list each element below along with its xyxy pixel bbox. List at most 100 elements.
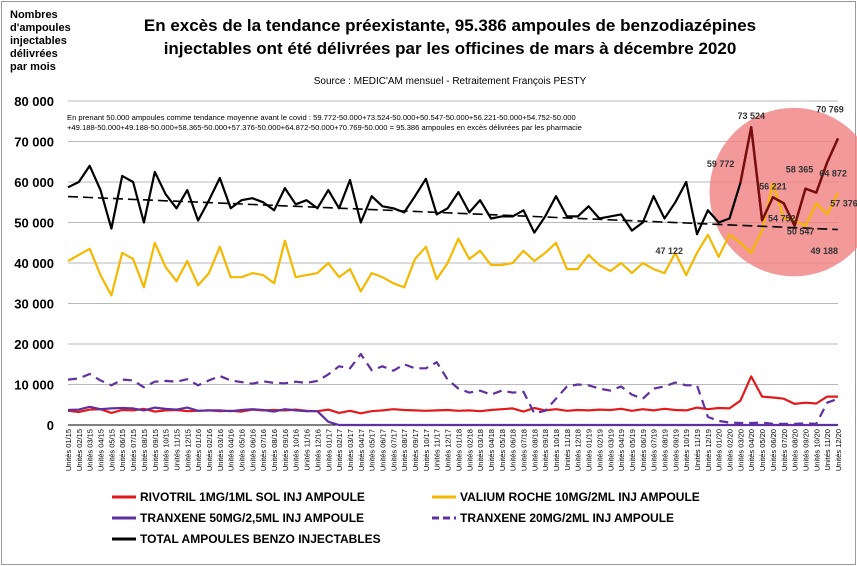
data-labels: 47 122 59 772 73 524 56 221 58 365 54 752 70 7… (655, 104, 857, 256)
data-label: 50 547 (787, 226, 815, 236)
x-tick-label: Unités 09/15 (151, 429, 160, 471)
x-tick-label: Unités 03/20 (736, 429, 745, 471)
x-tick-label: Unités 10/19 (682, 429, 691, 471)
legend-label: TRANXENE 20MG/2ML INJ AMPOULE (460, 511, 674, 525)
x-tick-label: Unités 11/17 (433, 429, 442, 471)
chart-title-line-0: En excès de la tendance préexistante, 95… (144, 16, 756, 35)
x-tick-label: Unités 07/15 (129, 429, 138, 471)
y-tick-label: 0 (47, 418, 54, 433)
y-tick-labels: 0 10 000 20 000 30 000 40 000 50 000 60 000 70 … (14, 94, 54, 433)
legend-label: TOTAL AMPOULES BENZO INJECTABLES (140, 532, 381, 546)
data-label: 59 772 (707, 159, 735, 169)
x-tick-label: Unités 01/20 (715, 429, 724, 471)
legend-label: RIVOTRIL 1MG/1ML SOL INJ AMPOULE (140, 490, 365, 504)
x-tick-label: Unités 05/15 (107, 429, 116, 471)
x-tick-label: Unités 10/16 (292, 429, 301, 471)
series-line-tranxene-20mg-2ml-inj-ampoule (67, 353, 839, 425)
x-tick-label: Unités 12/15 (183, 429, 192, 471)
series-line-tendance (67, 195, 839, 231)
x-tick-label: Unités 08/16 (270, 429, 279, 471)
x-tick-label: Unités 01/15 (64, 429, 73, 471)
x-tick-label: Unités 10/18 (552, 429, 561, 471)
x-tick-label: Unités 06/18 (509, 429, 518, 471)
x-tick-label: Unités 08/18 (530, 429, 539, 471)
data-label: 49 188 (811, 246, 839, 256)
ylabel-line-4: par mois (10, 61, 56, 73)
y-tick-label: 10 000 (14, 378, 54, 393)
x-tick-label: Unités 09/19 (671, 429, 680, 471)
x-tick-label: Unités 08/15 (140, 429, 149, 471)
x-tick-label: Unités 03/17 (346, 429, 355, 471)
x-tick-label: Unités 03/18 (476, 429, 485, 471)
x-tick-label: Unités 08/19 (660, 429, 669, 471)
series-lines (67, 125, 840, 427)
x-tick-label: Unités 12/18 (574, 429, 583, 471)
x-tick-label: Unités 11/20 (823, 429, 832, 471)
x-tick-label: Unités 05/16 (238, 429, 247, 471)
x-tick-labels: Unités 01/15 Unités 02/15 Unités 03/15 Unit… (64, 429, 843, 471)
x-tick-label: Unités 05/18 (498, 429, 507, 471)
x-tick-label: Unités 07/17 (389, 429, 398, 471)
x-tick-label: Unités 09/20 (801, 429, 810, 471)
series-line-tranxene-50mg-2-5ml-inj-ampoule (67, 405, 838, 427)
x-tick-label: Unités 12/17 (444, 429, 453, 471)
ylabel-line-1: d'ampoules (10, 22, 71, 34)
x-tick-label: Unités 11/19 (693, 429, 702, 471)
legend-label: TRANXENE 50MG/2,5ML INJ AMPOULE (140, 511, 364, 525)
x-tick-label: Unités 01/17 (324, 429, 333, 471)
x-tick-label: Unités 10/17 (422, 429, 431, 471)
series-line-total-ampoules-benzo-injectables (67, 126, 840, 236)
x-tick-label: Unités 07/16 (259, 429, 268, 471)
y-tick-label: 50 000 (14, 216, 54, 231)
x-tick-label: Unités 07/18 (519, 429, 528, 471)
x-tick-label: Unités 03/19 (606, 429, 615, 471)
x-tick-label: Unités 02/18 (465, 429, 474, 471)
x-tick-label: Unités 12/20 (834, 429, 843, 471)
x-tick-label: Unités 04/18 (487, 429, 496, 471)
x-tick-label: Unités 06/20 (769, 429, 778, 471)
x-tick-label: Unités 02/17 (335, 429, 344, 471)
y-tick-label: 70 000 (14, 135, 54, 150)
x-tick-label: Unités 04/17 (357, 429, 366, 471)
data-label: 57 376 (830, 199, 857, 209)
ylabel-line-3: délivrées (10, 48, 58, 60)
x-tick-label: Unités 08/17 (400, 429, 409, 471)
x-tick-label: Unités 09/16 (281, 429, 290, 471)
data-label: 64 872 (819, 168, 847, 178)
x-tick-label: Unités 08/20 (791, 429, 800, 471)
x-tick-label: Unités 04/16 (227, 429, 236, 471)
y-tick-label: 20 000 (14, 337, 54, 352)
x-tick-label: Unités 11/16 (303, 429, 312, 471)
chart-title-line-1: injectables ont été délivrées par les of… (164, 39, 737, 58)
x-tick-label: Unités 02/19 (595, 429, 604, 471)
x-tick-label: Unités 04/19 (617, 429, 626, 471)
data-label: 47 122 (655, 246, 683, 256)
legend: RIVOTRIL 1MG/1ML SOL INJ AMPOULE VALIUM R… (112, 490, 700, 546)
x-tick-label: Unités 09/17 (411, 429, 420, 471)
legend-label: VALIUM ROCHE 10MG/2ML INJ AMPOULE (460, 490, 700, 504)
x-tick-label: Unités 06/17 (379, 429, 388, 471)
data-label: 58 365 (786, 165, 814, 175)
x-tick-label: Unités 05/19 (628, 429, 637, 471)
x-tick-label: Unités 07/20 (780, 429, 789, 471)
x-tick-label: Unités 12/16 (313, 429, 322, 471)
ylabel-line-2: injectables (10, 35, 67, 47)
x-tick-label: Unités 06/16 (248, 429, 257, 471)
x-tick-label: Unités 01/18 (454, 429, 463, 471)
x-tick-label: Unités 04/20 (747, 429, 756, 471)
x-tick-label: Unités 03/15 (86, 429, 95, 471)
data-label: 73 524 (737, 111, 765, 121)
x-tick-label: Unités 01/16 (194, 429, 203, 471)
data-label: 56 221 (759, 181, 787, 191)
x-tick-label: Unités 10/15 (162, 429, 171, 471)
x-tick-label: Unités 04/15 (97, 429, 106, 471)
x-tick-label: Unités 06/19 (639, 429, 648, 471)
y-tick-label: 80 000 (14, 94, 54, 109)
total-line-highlight-overlay (739, 125, 840, 228)
data-label: 54 752 (768, 213, 796, 223)
x-tick-label: Unités 11/15 (172, 429, 181, 471)
chart-subtitle: Source : MEDIC'AM mensuel - Retraitement… (314, 76, 587, 87)
data-label: 70 769 (816, 104, 844, 114)
x-tick-label: Unités 01/19 (585, 429, 594, 471)
